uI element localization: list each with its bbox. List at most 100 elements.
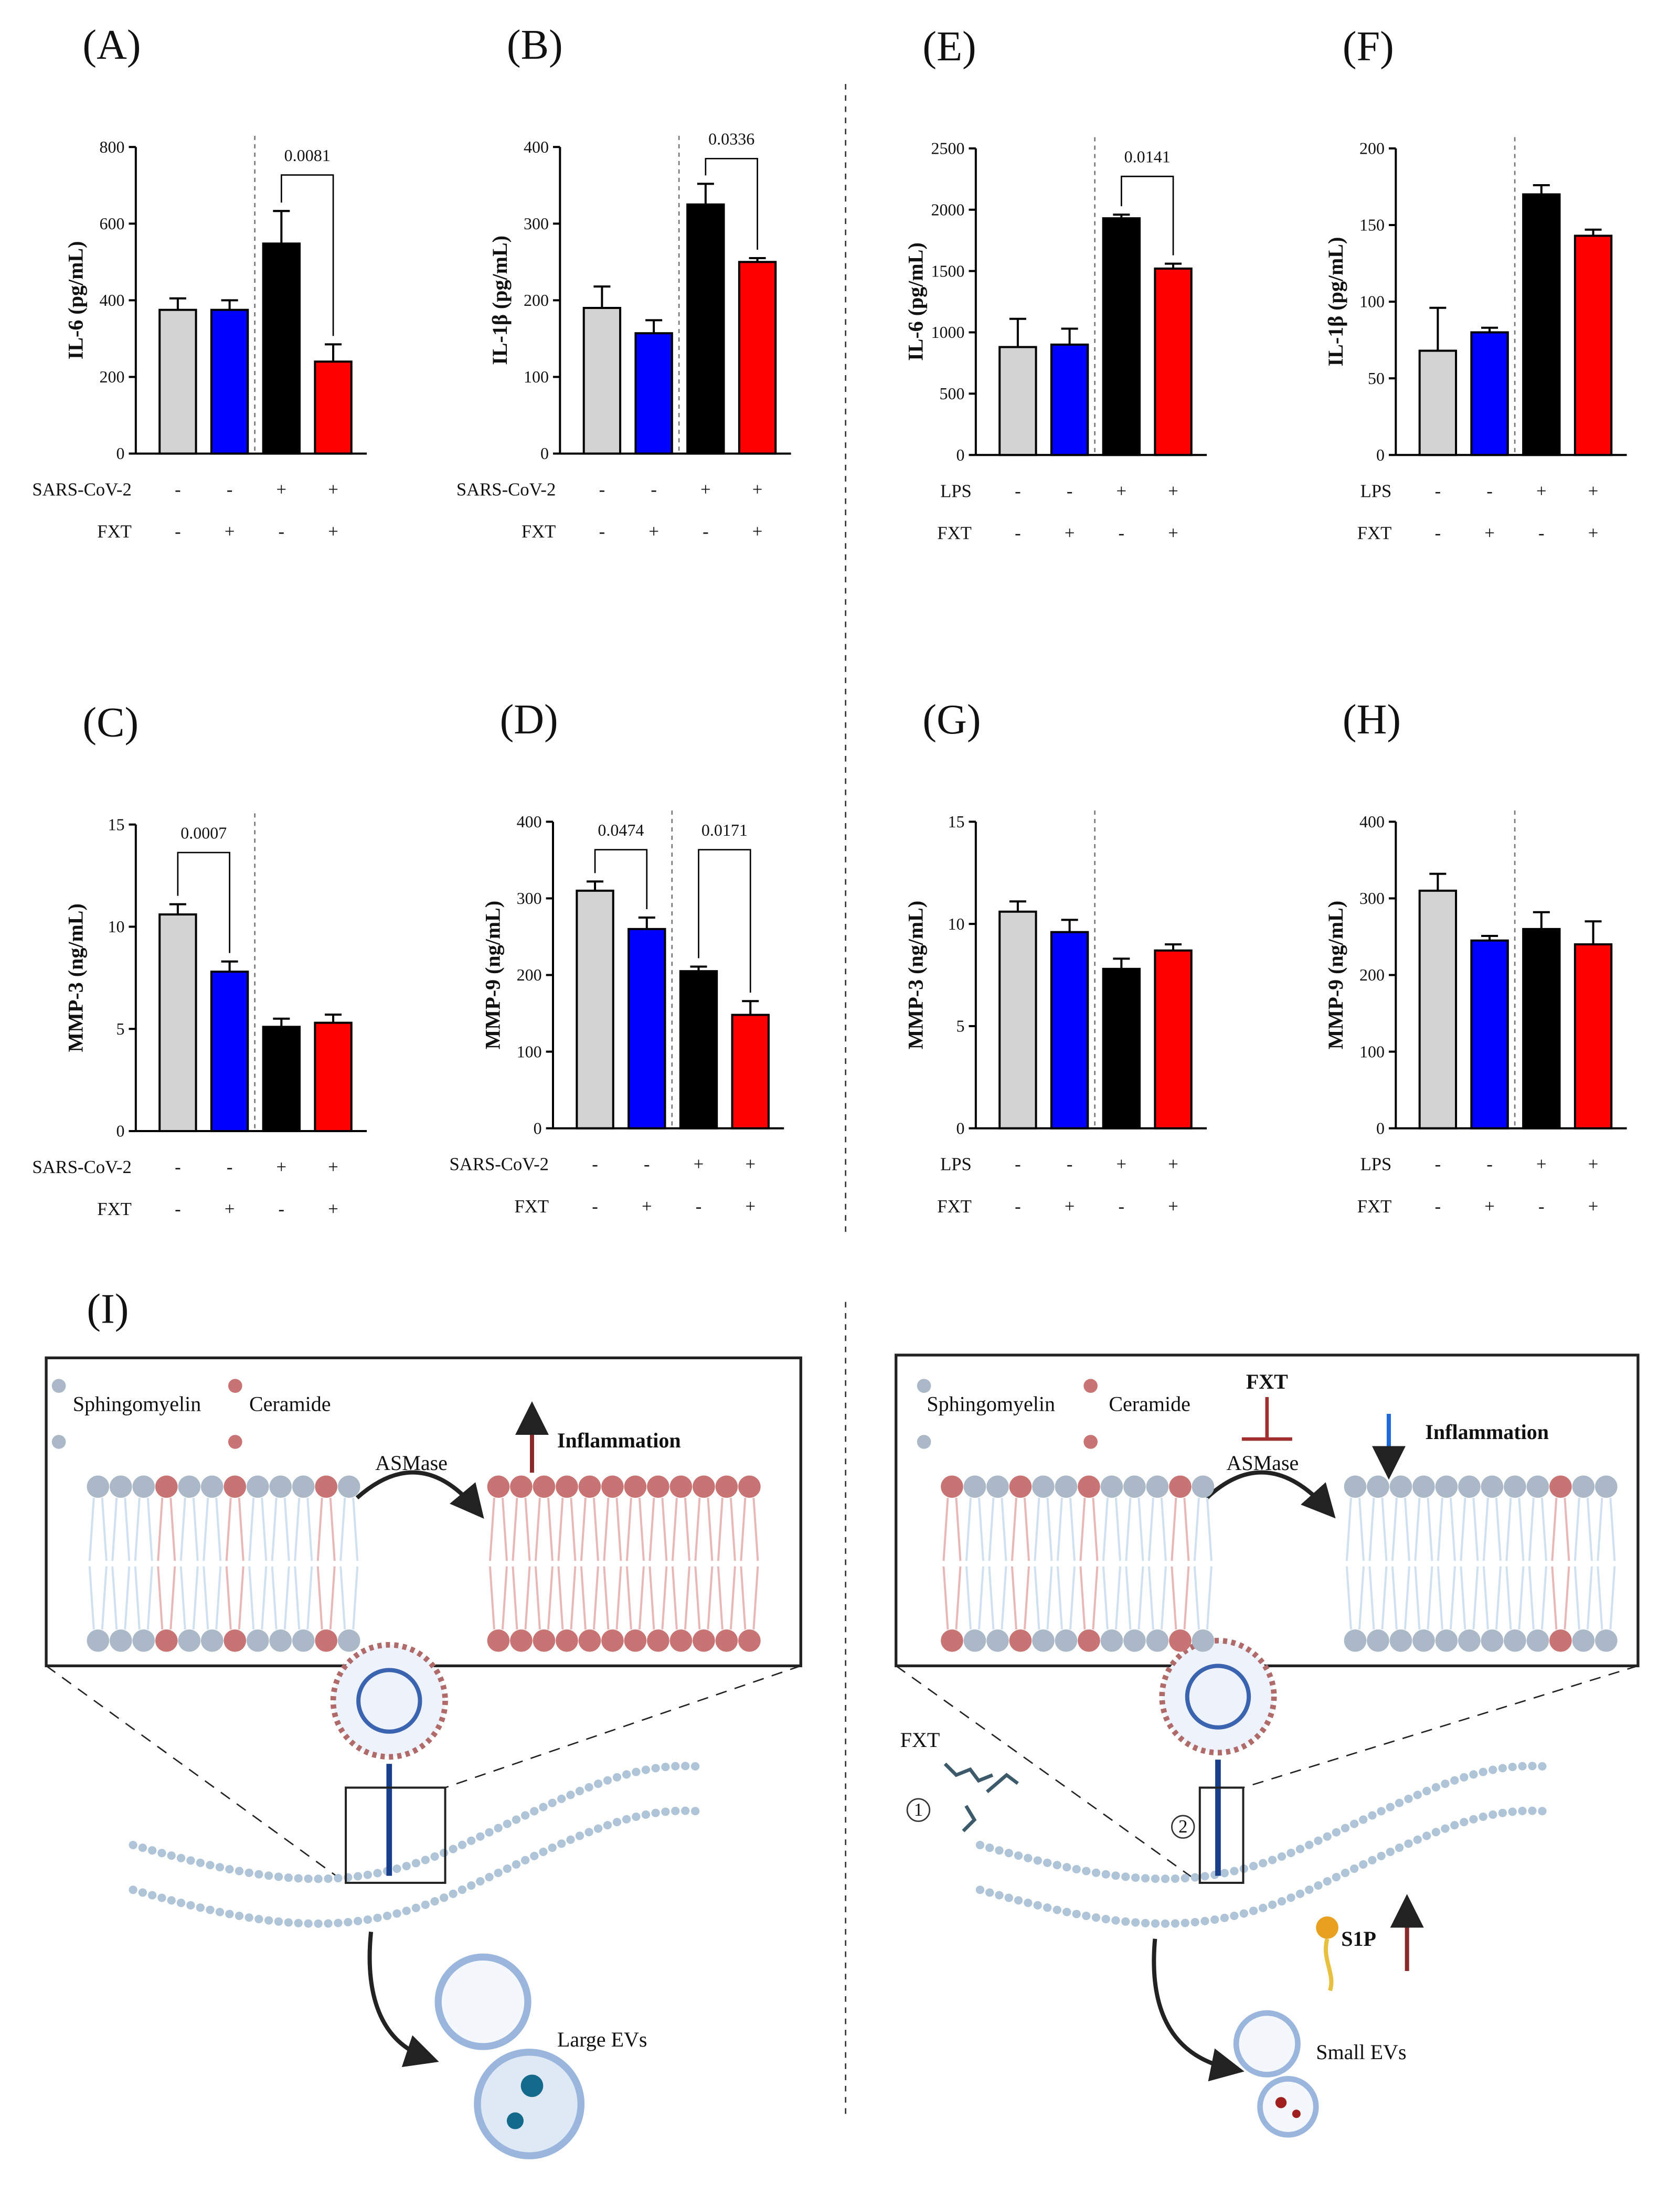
lipid-tail — [88, 1498, 108, 1561]
lipid-tail — [1482, 1498, 1502, 1561]
lipid-head — [1595, 1629, 1618, 1652]
group-sign: - — [1119, 1196, 1125, 1217]
group-sign: + — [1168, 1196, 1178, 1217]
lipid-head — [1389, 1475, 1412, 1498]
lipid-head — [601, 1475, 624, 1498]
zoom-line — [445, 1665, 801, 1788]
lipid-tail — [294, 1498, 313, 1561]
lipid-tail — [1597, 1498, 1616, 1561]
y-axis-label: MMP-9 (ng/mL) — [481, 901, 505, 1049]
lipid-head — [693, 1629, 715, 1652]
lipid-head — [178, 1475, 201, 1498]
arrow — [1152, 1938, 1245, 2082]
lipid-head — [1032, 1475, 1055, 1498]
arrow — [355, 1470, 484, 1519]
bar-chart: (H) MMP-9 (ng/mL) 0 100 200 300 400 LPS - - + + FXT -… — [1324, 697, 1627, 1217]
lipid-tail — [316, 1498, 336, 1561]
group-label: FXT — [1357, 1196, 1392, 1217]
lipid-head — [533, 1629, 556, 1652]
lipid-tail — [1034, 1498, 1053, 1561]
lipid-tail — [625, 1498, 645, 1561]
lipid-head — [200, 1475, 224, 1498]
bar-chart: (D) MMP-9 (ng/mL) 0 100 200 300 400 SARS-CoV-2 -… — [450, 697, 784, 1217]
enzyme: ASMase — [375, 1451, 448, 1475]
group-sign: - — [1015, 1154, 1021, 1175]
zoom-line — [1243, 1665, 1639, 1788]
group-sign: - — [599, 521, 605, 542]
group-label: FXT — [522, 521, 556, 542]
y-tick-label: 5 — [116, 1019, 124, 1038]
group-sign: - — [279, 521, 285, 542]
error-bar — [1533, 911, 1550, 929]
group-sign: + — [752, 521, 763, 542]
lipid-head — [1526, 1629, 1549, 1652]
lipid-tail — [1391, 1566, 1410, 1630]
bar — [1470, 939, 1509, 1130]
group-sign: + — [648, 521, 659, 542]
lipid-head — [941, 1629, 963, 1652]
lipid-tail — [557, 1498, 577, 1561]
bar — [1418, 889, 1458, 1130]
group-sign: + — [1588, 1196, 1599, 1217]
lipid-tail — [1505, 1566, 1525, 1630]
bar — [210, 971, 249, 1133]
bar — [731, 1014, 770, 1130]
zoom-region — [345, 1786, 446, 1884]
error-bar — [1165, 262, 1182, 269]
lipid-tail — [694, 1498, 714, 1561]
group-sign: + — [277, 480, 287, 500]
lipid-tail — [534, 1498, 554, 1561]
bar — [1522, 193, 1561, 456]
lipid-tail — [1079, 1566, 1099, 1630]
lipid-tail — [316, 1566, 336, 1630]
group-sign: + — [277, 1157, 287, 1177]
lipid-tail — [671, 1566, 690, 1630]
lipid-head — [1123, 1629, 1146, 1652]
significance-bracket — [1121, 175, 1174, 255]
lipid-head — [510, 1629, 533, 1652]
lipid-head — [178, 1629, 201, 1652]
lipid-tail — [694, 1566, 714, 1630]
lipid-head — [1572, 1629, 1595, 1652]
lipid-tail — [1573, 1498, 1593, 1561]
lipid-tail — [1171, 1498, 1190, 1561]
lipid-head — [1192, 1629, 1215, 1652]
lipid-head — [337, 1629, 360, 1652]
error-bar — [1061, 327, 1078, 345]
lipid-head — [1146, 1629, 1169, 1652]
lipid-tail — [740, 1498, 759, 1561]
lipid-tail — [1505, 1498, 1525, 1561]
error-bar — [1113, 957, 1130, 969]
y-tick-label: 300 — [1359, 889, 1385, 908]
bar — [1573, 235, 1613, 456]
lipid-tail — [580, 1566, 599, 1630]
lipid-tail — [225, 1498, 244, 1561]
group-sign: - — [1486, 481, 1493, 501]
lipid-head — [292, 1475, 315, 1498]
legend-swatch — [51, 1435, 66, 1449]
lipid-head — [487, 1475, 510, 1498]
error-bar — [1429, 872, 1447, 891]
lipid-head — [1458, 1475, 1481, 1498]
lipid-tail — [1460, 1566, 1479, 1630]
group-sign: + — [642, 1196, 652, 1217]
lipid-tail — [488, 1498, 508, 1561]
panel-label: (E) — [922, 24, 976, 70]
error-bar — [273, 210, 290, 244]
membrane — [129, 1806, 705, 1928]
group-sign: - — [592, 1154, 598, 1175]
membrane — [975, 1762, 1551, 1883]
s1p-tail — [1324, 1938, 1334, 1991]
legend-swatch — [917, 1379, 931, 1393]
error-bar — [638, 916, 655, 929]
lipid-tail — [1056, 1498, 1076, 1561]
lipid-tail — [1551, 1498, 1570, 1561]
y-tick-label: 100 — [1359, 1042, 1385, 1061]
y-tick-label: 0 — [1376, 1118, 1385, 1137]
lipid-head — [941, 1475, 963, 1498]
lipid-tail — [1597, 1566, 1616, 1630]
lipid-tail — [942, 1498, 962, 1561]
lipid-tail — [717, 1498, 736, 1561]
